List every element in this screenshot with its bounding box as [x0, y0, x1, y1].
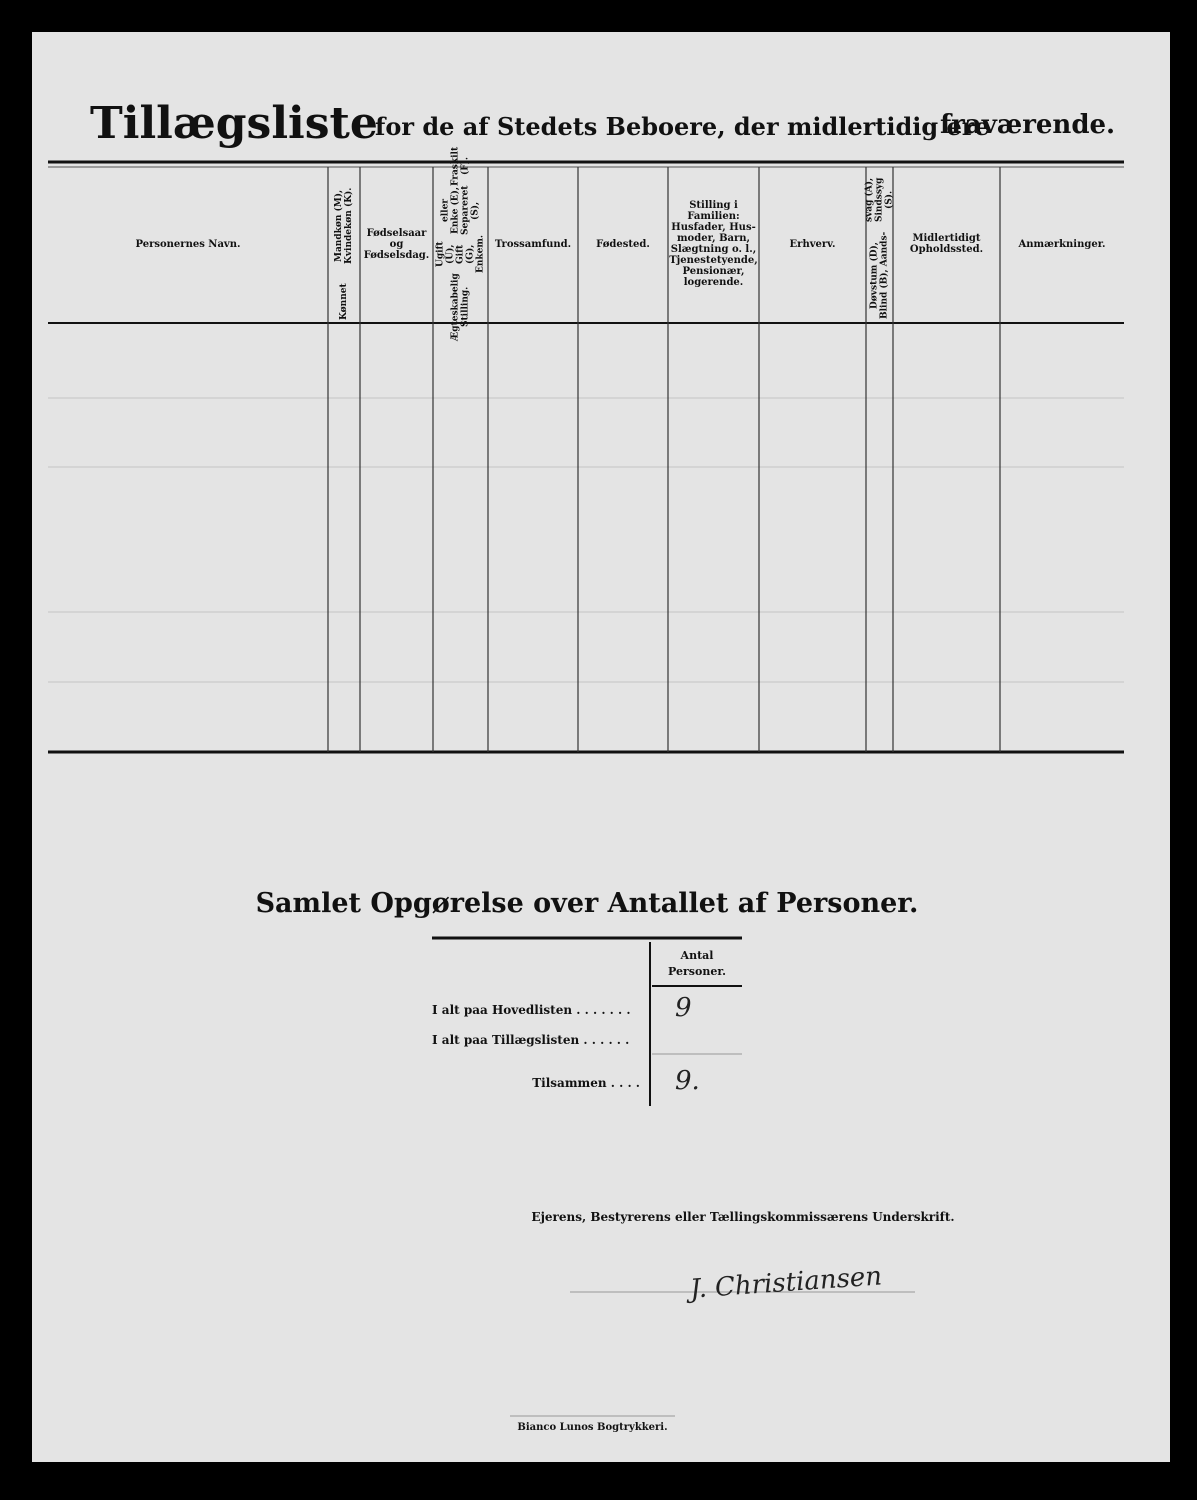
signature-caption: Ejerens, Bestyrerens eller Tællingskommi…: [531, 1210, 955, 1224]
column-header: Kønnet Mandkøn (M), Kvindekøn (K).: [328, 168, 360, 320]
subtitle: for de af Stedets Beboere, der midlertid…: [375, 112, 990, 141]
column-header-line: Pensionær,: [682, 266, 745, 277]
column-header-line: Personernes Navn.: [135, 238, 241, 250]
column-header: Ægteskabelig Stilling. Ugift (U), Gift (G…: [433, 147, 488, 341]
column-header-line: Fødselsaar: [366, 227, 427, 239]
column-header-line: Mandkøn (M), Kvindekøn (K).: [334, 187, 354, 264]
summary-title: Samlet Opgørelse over Antallet af Person…: [255, 888, 919, 919]
column-header-line: Tjenestetyende,: [669, 255, 758, 266]
column-header-line: Erhverv.: [789, 238, 836, 250]
column-header-line: Døvstum (D), Blind (B), Aands-: [869, 232, 890, 320]
subtitle-emphasis: fraværende.: [940, 110, 1116, 140]
summary-value: 9: [675, 993, 692, 1023]
column-header: Erhverv.: [759, 168, 866, 320]
paper: [32, 32, 1170, 1462]
column-header-line: Husfader, Hus-: [671, 222, 756, 233]
column-header-line: Opholdssted.: [909, 244, 984, 255]
column-header-line: svag (A), Sindssyg (S).: [864, 177, 895, 222]
column-header: Midlertidigt Opholdssted.: [893, 168, 1000, 320]
summary-label: Tilsammen . . . .: [532, 1076, 640, 1090]
column-header-line: Ugift (U), Gift (G), Enkem.: [435, 235, 486, 274]
column-header-line: Fødselsdag.: [363, 249, 430, 261]
column-header-line: Ægteskabelig Stilling.: [450, 273, 471, 342]
summary-value: 9.: [675, 1066, 700, 1096]
column-header-line: Kønnet: [339, 283, 349, 320]
printer: Bianco Lunos Bogtrykkeri.: [517, 1422, 668, 1433]
column-header-line: og: [389, 238, 404, 250]
column-header: Fødested.: [578, 168, 668, 320]
column-header: Trossamfund.: [488, 168, 578, 320]
column-header-line: logerende.: [683, 277, 744, 288]
column-header: Personernes Navn.: [48, 168, 328, 320]
column-header-line: Anmærkninger.: [1018, 238, 1106, 250]
summary-header-line: Personer.: [668, 965, 726, 978]
column-header-line: Stilling i: [689, 200, 738, 211]
column-header: Døvstum (D), Blind (B), Aands-svag (A), …: [864, 168, 895, 320]
column-header-line: Fraskilt (F).: [450, 146, 471, 186]
summary-header-line: Antal: [680, 949, 714, 962]
column-header: Fødselsaar og Fødselsdag.: [360, 168, 433, 320]
column-header: Stilling i Familien: Husfader, Hus-moder, …: [668, 168, 759, 320]
column-header: Anmærkninger.: [1000, 168, 1124, 320]
column-header-line: Fødested.: [596, 238, 650, 250]
title: Tillægsliste: [90, 98, 378, 149]
summary-header: Antal Personer.: [652, 948, 742, 980]
column-header-line: Trossamfund.: [494, 238, 572, 250]
summary-label: I alt paa Hovedlisten . . . . . . .: [432, 1003, 631, 1017]
column-header-line: eller Enke (E), Separeret (S),: [440, 185, 481, 236]
column-header-line: Slægtning o. l.,: [670, 244, 757, 255]
column-header-line: moder, Barn,: [676, 233, 751, 244]
summary-label: I alt paa Tillægslisten . . . . . .: [432, 1033, 630, 1047]
column-header-line: Familien:: [687, 211, 740, 222]
column-header-line: Midlertidigt: [912, 233, 981, 244]
